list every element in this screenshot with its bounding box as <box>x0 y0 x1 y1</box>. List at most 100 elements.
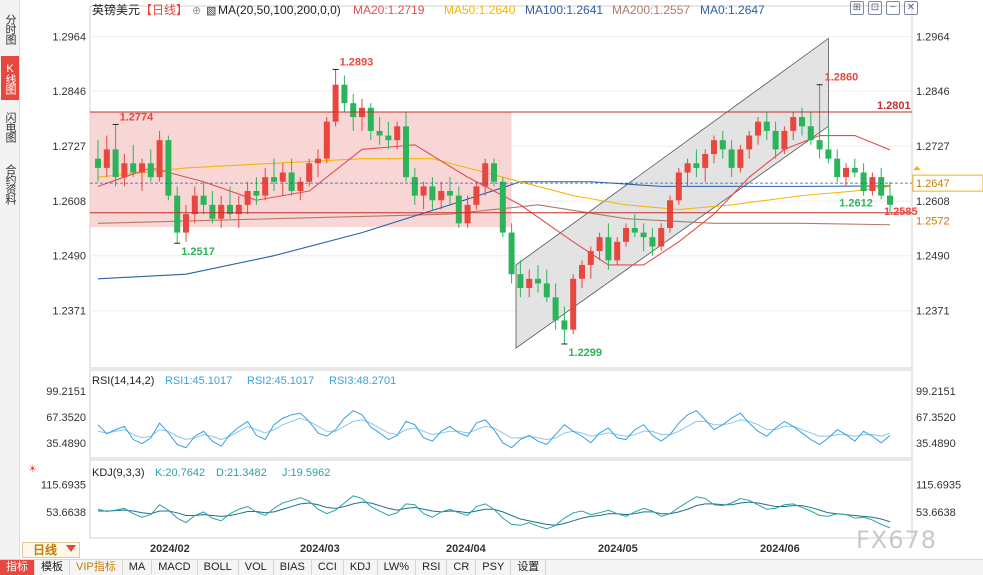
period-selector[interactable]: 日线 <box>22 542 80 558</box>
tab-templates[interactable]: 模板 <box>35 560 70 575</box>
tab-bias[interactable]: BIAS <box>274 560 312 575</box>
candle-body <box>279 172 286 182</box>
rsi-tick-right: 99.2151 <box>916 386 956 398</box>
tab-indicators[interactable]: 指标 <box>0 560 35 575</box>
ma50-value: MA50:1.2640 <box>444 3 516 17</box>
indicator-tab-bar: 指标 模板 VIP指标 MA MACD BOLL VOL BIAS CCI KD… <box>0 559 983 575</box>
candle-body <box>587 251 594 265</box>
candle-body <box>675 172 682 201</box>
candle-body <box>262 177 269 196</box>
tab-cci[interactable]: CCI <box>312 560 344 575</box>
tab-kline[interactable]: K线图 <box>1 56 19 100</box>
tab-macd[interactable]: MACD <box>152 560 198 575</box>
label-low-feb: 1.2517 <box>181 246 215 258</box>
left-tab-bar: 分时图 K线图 闪电图 合约资料 <box>0 0 20 575</box>
ma200-tag: 1.2572 <box>916 216 950 228</box>
candle-body <box>315 158 321 164</box>
ma20-value: MA20:1.2719 <box>353 3 425 17</box>
candle-body <box>631 227 638 233</box>
candle-body <box>561 320 568 330</box>
candle-body <box>156 140 163 178</box>
label-low-april: 1.2299 <box>568 347 602 359</box>
sun-icon[interactable]: ☀ <box>28 464 37 475</box>
rsi-tick-right: 67.3520 <box>916 412 956 424</box>
date-label: 2024/02 <box>150 543 190 555</box>
kdj-label: KDJ(9,3,3) <box>92 467 145 479</box>
label-high-march: 1.2893 <box>340 56 374 68</box>
ma-params: MA(20,50,100,200,0,0) <box>218 3 341 17</box>
rsi3-line <box>97 417 891 441</box>
candle-body <box>385 135 392 141</box>
kdj-tick-left: 115.6935 <box>41 479 86 491</box>
price-tick-right: 1.2846 <box>916 86 950 98</box>
tab-boll[interactable]: BOLL <box>198 560 239 575</box>
candle-body <box>772 130 779 150</box>
kdj-tick-left: 53.6638 <box>46 507 86 519</box>
close-icon[interactable]: ✕ <box>904 1 918 15</box>
ma100-value: MA100:1.2641 <box>525 3 603 17</box>
rising-channel <box>515 37 829 349</box>
tab-ma[interactable]: MA <box>123 560 153 575</box>
price-tick-left: 1.2490 <box>52 251 86 263</box>
candle-body <box>403 126 409 178</box>
candle-body <box>746 135 753 150</box>
date-label: 2024/04 <box>446 543 487 555</box>
tab-settings[interactable]: 设置 <box>511 560 547 575</box>
tab-lightning[interactable]: 闪电图 <box>4 112 16 142</box>
candle-body <box>139 163 145 173</box>
candle-body <box>121 163 128 178</box>
rsi-panel <box>89 369 913 459</box>
candle-body <box>517 274 524 289</box>
minus-icon[interactable]: − <box>886 1 900 15</box>
price-tick-right: 1.2371 <box>916 306 950 318</box>
candle-body <box>658 227 665 247</box>
candle-body <box>130 163 137 173</box>
candle-body <box>579 264 585 279</box>
candle-body <box>376 130 383 136</box>
tab-kdj[interactable]: KDJ <box>344 560 378 575</box>
candle-body <box>816 140 823 150</box>
candle-body <box>640 232 647 238</box>
candle-body <box>887 195 893 205</box>
candle-body <box>323 121 330 159</box>
tab-cr[interactable]: CR <box>447 560 477 575</box>
gear-icon[interactable]: ⊕ <box>192 5 201 17</box>
expand-icon[interactable]: ⊡ <box>868 1 882 15</box>
label-high-left: 1.2774 <box>120 111 155 123</box>
ma-settings-icon[interactable]: ▧ <box>206 5 216 17</box>
current-price-label: 1.2647 <box>916 178 950 190</box>
fit-icon[interactable]: ⊞ <box>850 1 864 15</box>
tab-vip-indicators[interactable]: VIP指标 <box>70 560 123 575</box>
candle-body <box>781 130 788 150</box>
candle-body <box>447 191 453 196</box>
candle-body <box>297 181 304 191</box>
candle-body <box>869 177 876 191</box>
label-support: 1.2612 <box>839 197 873 209</box>
ma200-value: MA200:1.2557 <box>612 3 690 17</box>
label-resistance: 1.2801 <box>877 100 911 112</box>
symbol-name: 英镑美元 <box>92 2 140 17</box>
rsi1-value: RSI1:45.1017 <box>165 375 232 387</box>
tab-vol[interactable]: VOL <box>239 560 274 575</box>
rsi3-value: RSI3:48.2701 <box>329 375 396 387</box>
candle-body <box>191 195 198 215</box>
label-last-low: 1.2585 <box>884 206 918 218</box>
label-high-june: 1.2860 <box>825 72 859 84</box>
chart-area[interactable]: 1.2893 1.2774 1.2517 1.2299 1.2860 1.2801 1.26… <box>20 0 983 559</box>
date-label: 2024/06 <box>760 543 800 555</box>
tab-timeshare[interactable]: 分时图 <box>4 14 16 44</box>
candle-body <box>543 283 550 298</box>
candle-body <box>834 158 841 178</box>
candle-body <box>552 297 559 321</box>
tab-lw[interactable]: LW% <box>378 560 417 575</box>
candle-body <box>649 237 656 247</box>
tab-psy[interactable]: PSY <box>476 560 512 575</box>
chevron-down-icon[interactable] <box>66 545 76 552</box>
candle-body <box>253 191 260 196</box>
kdj-k-value: K:20.7642 <box>155 467 205 479</box>
candle-body <box>429 186 436 201</box>
rsi-tick-left: 67.3520 <box>46 412 86 424</box>
tab-rsi[interactable]: RSI <box>416 560 448 575</box>
candle-body <box>174 195 181 233</box>
tab-contract-info[interactable]: 合约资料 <box>4 164 16 204</box>
